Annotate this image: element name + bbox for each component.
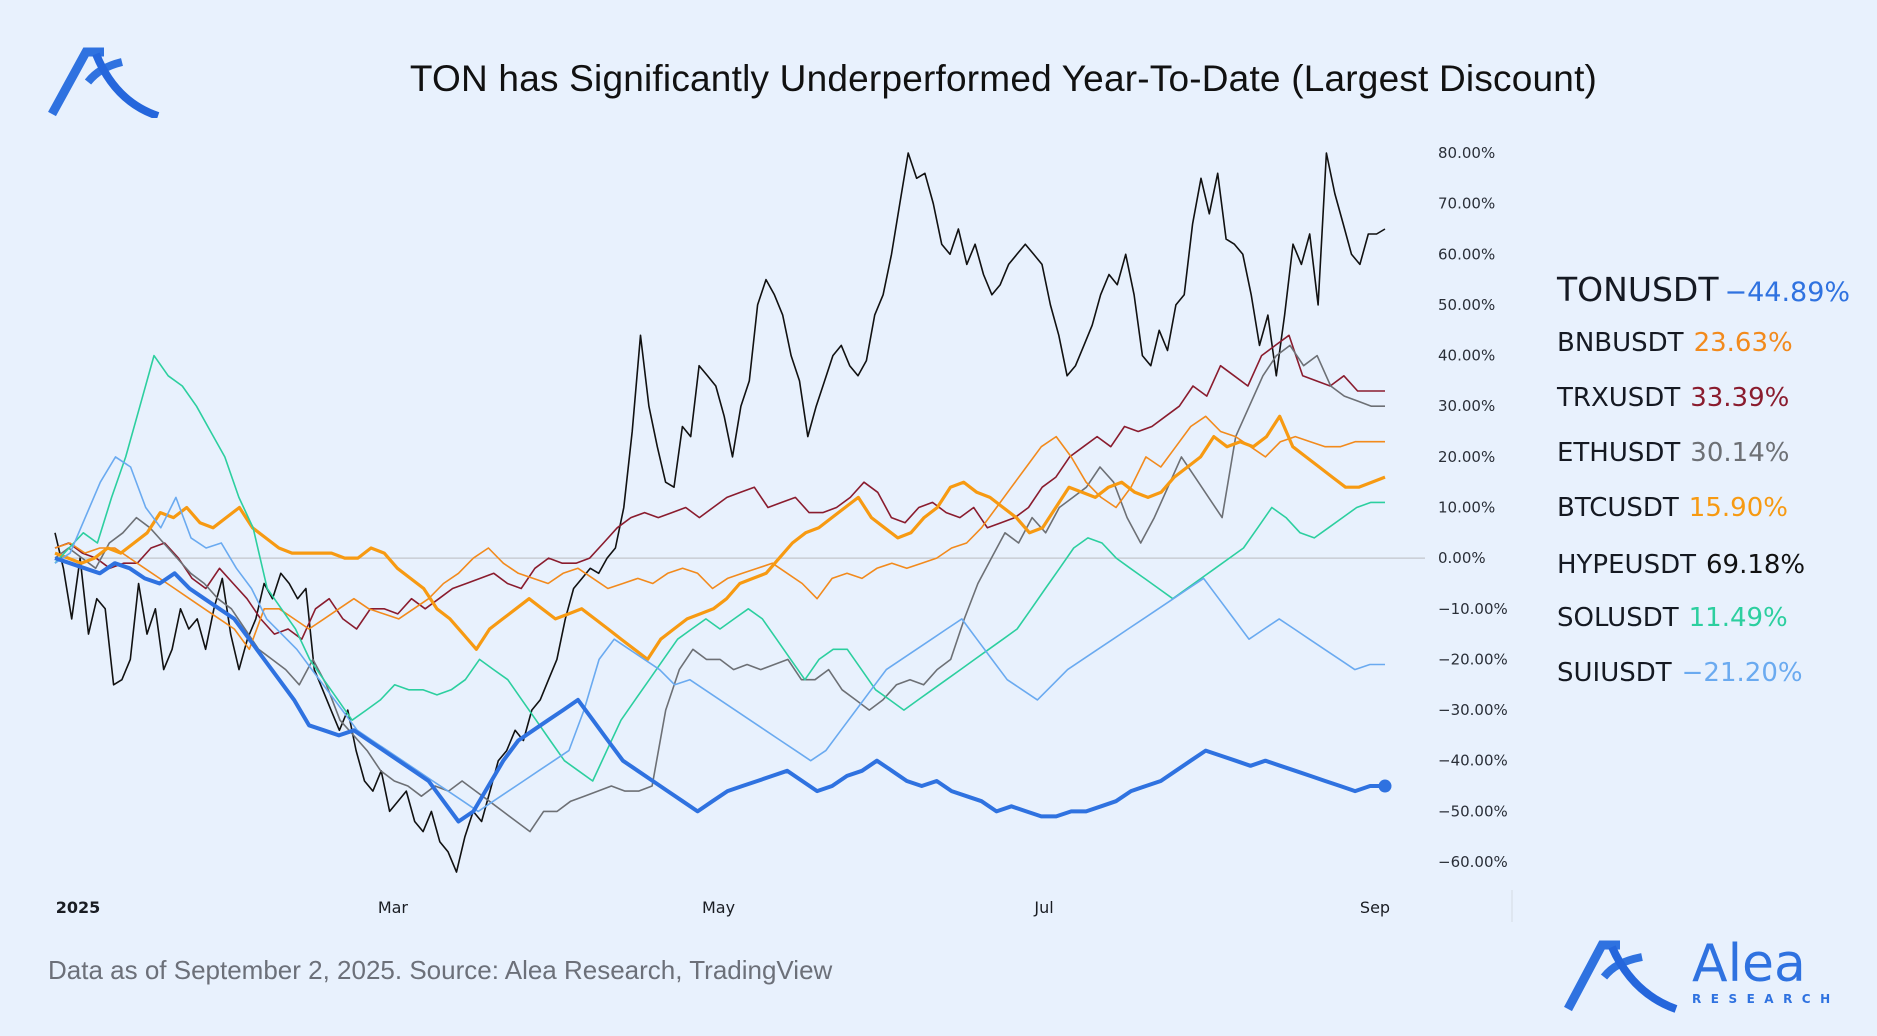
legend-value: −21.20% (1681, 658, 1803, 688)
legend-symbol: SOLUSDT (1557, 603, 1679, 633)
legend-value: −44.89% (1724, 277, 1851, 308)
y-tick-label: 70.00% (1438, 195, 1495, 213)
series-line-bnbusdt (54, 415, 1385, 651)
y-tick-label: 30.00% (1438, 397, 1495, 415)
y-tick-label: −60.00% (1438, 853, 1508, 871)
y-tick-label: −30.00% (1438, 701, 1508, 719)
series-line-tonusdt (54, 556, 1385, 824)
y-tick-label: 10.00% (1438, 499, 1495, 517)
alea-logo-icon (48, 47, 160, 118)
legend-symbol: TONUSDT (1557, 270, 1719, 309)
y-tick-label: −50.00% (1438, 802, 1508, 820)
y-tick-label: 0.00% (1438, 549, 1486, 567)
x-tick-label: Jul (1033, 898, 1053, 917)
series-line-solusdt (54, 354, 1385, 782)
legend-value: 33.39% (1690, 383, 1790, 413)
x-tick-label: Mar (378, 898, 409, 917)
alea-research-logo-icon (1564, 940, 1678, 1013)
series-group (54, 152, 1392, 873)
legend-value: 15.90% (1688, 493, 1788, 523)
y-tick-label: 80.00% (1438, 144, 1495, 162)
legend-symbol: BNBUSDT (1557, 328, 1684, 358)
y-tick-label: −10.00% (1438, 600, 1508, 618)
legend-item: TRXUSDT 33.39% (1557, 383, 1789, 413)
legend-value: 23.63% (1693, 328, 1793, 358)
legend-item: SOLUSDT 11.49% (1557, 603, 1788, 633)
legend-symbol: ETHUSDT (1557, 438, 1681, 468)
x-tick-label: 2025 (56, 898, 101, 917)
series-end-marker-tonusdt (1378, 779, 1392, 793)
legend-symbol: SUIUSDT (1557, 658, 1672, 688)
brand-name: Alea (1692, 934, 1806, 994)
series-line-ethusdt (54, 344, 1385, 833)
y-tick-label: −20.00% (1438, 650, 1508, 668)
y-axis: 80.00% 70.00% 60.00% 50.00% 40.00% 30.00% 20.0… (1438, 144, 1508, 871)
y-tick-label: 40.00% (1438, 347, 1495, 365)
legend-item: TONUSDT −44.89% (1557, 270, 1850, 309)
legend-value: 11.49% (1688, 603, 1788, 633)
y-tick-label: 50.00% (1438, 296, 1495, 314)
legend-item: ETHUSDT 30.14% (1557, 438, 1789, 468)
source-note: Data as of September 2, 2025. Source: Al… (48, 955, 833, 985)
series-line-btcusdt (54, 414, 1386, 662)
legend-value: 30.14% (1690, 438, 1790, 468)
legend-value: 69.18% (1705, 550, 1806, 580)
legend-item: BNBUSDT 23.63% (1557, 328, 1793, 358)
x-axis: 2025 Mar May Jul Sep (56, 898, 1390, 917)
y-tick-label: 60.00% (1438, 245, 1495, 263)
x-tick-label: Sep (1360, 898, 1390, 917)
series-line-suiusdt (54, 456, 1385, 813)
legend-symbol: BTCUSDT (1557, 493, 1679, 523)
y-tick-label: 20.00% (1438, 448, 1495, 466)
chart-title: TON has Significantly Underperformed Yea… (409, 58, 1598, 99)
legend-item: HYPEUSDT 69.18% (1557, 550, 1805, 580)
brand-tagline: RESEARCH (1692, 992, 1840, 1006)
series-line-trxusdt (54, 334, 1385, 641)
x-tick-label: May (702, 898, 735, 917)
series-line-hypeusdt (54, 152, 1386, 873)
legend-symbol: TRXUSDT (1557, 383, 1681, 413)
legend-item: BTCUSDT 15.90% (1557, 493, 1788, 523)
legend-symbol: HYPEUSDT (1557, 550, 1696, 580)
y-tick-label: −40.00% (1438, 752, 1508, 770)
legend-item: SUIUSDT −21.20% (1557, 658, 1803, 688)
